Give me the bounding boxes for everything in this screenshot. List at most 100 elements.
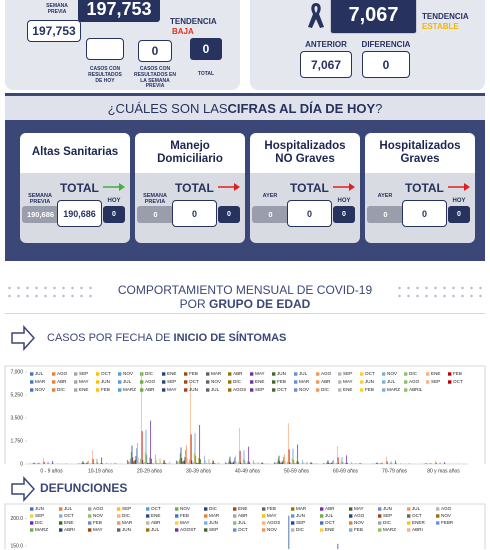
bar [203,462,204,464]
bar [286,463,288,464]
legend-label: AGO [93,506,104,511]
bar [375,463,377,464]
legend-label: NOV [93,513,104,518]
bar [350,462,352,464]
legend-label: AGO [354,513,365,518]
legend-label: JUL [64,506,73,511]
legend-swatch [349,521,353,525]
legend-label: DIC [57,387,66,392]
total-box: 0 [190,38,222,60]
bar [280,462,282,464]
legend-swatch [88,507,92,511]
bar [399,463,401,464]
legend-label: NOV [123,371,134,376]
bar [138,462,140,464]
bar [186,445,187,464]
previous-value: 197,753 [27,20,81,42]
bar [162,463,164,464]
bar [158,463,160,464]
legend-swatch [30,507,34,511]
bar [196,463,198,464]
bar [243,450,245,464]
bar [302,462,304,464]
legend-label: AGOST [180,527,196,532]
legend-label: MARZ [383,527,396,532]
legend-label: JUN [101,379,110,384]
previous-value: 0 [367,206,404,223]
legend-label: JUL [299,371,308,376]
bar [351,463,353,464]
bar [395,460,397,464]
legend-swatch [96,380,100,384]
legend-swatch [320,528,324,532]
arrow-icon [11,476,36,502]
bar [284,461,286,464]
total-value: 190,686 [57,200,102,227]
legend-label: SEP [296,520,305,525]
legend-swatch [117,528,121,532]
total-label: TOTAL [60,181,99,195]
legend-label: DIC [409,371,418,376]
legend-swatch [118,372,122,376]
bar [439,462,441,464]
bar [77,463,79,464]
bar [377,463,379,464]
bar [144,452,146,464]
legend-label: MAY [79,379,89,384]
bar [214,463,215,464]
bar [326,462,327,464]
bar [285,463,287,464]
card-title-box: Altas Sanitarias [20,133,130,173]
bar [37,463,39,464]
legend-label: MARZ [35,527,48,532]
bar [97,462,99,464]
legend-label: MAR [211,371,222,376]
bar [301,459,303,464]
bar [382,462,383,464]
bar [100,463,102,464]
bar [93,463,95,464]
legend-label: MAR [296,506,307,511]
bar [278,455,280,464]
legend-swatch [52,388,56,392]
legend-label: JUN [122,527,131,532]
legend-label: MAY [354,506,364,511]
bar [262,462,264,464]
legend-swatch [175,514,179,518]
bar [196,462,197,464]
bar [328,462,330,464]
legend-label: FEB [453,371,462,376]
legend-label: OCT [238,527,248,532]
legend-label: FEBR [441,520,454,525]
bar [281,462,283,464]
legend-swatch [146,521,150,525]
bar [359,463,361,464]
bar [154,462,155,464]
bar [83,463,85,464]
bar [131,445,133,464]
total-label: TOTAL [175,181,214,195]
legend-swatch [30,514,34,518]
legend-label: AGO [57,371,68,376]
bar [242,463,243,464]
bar [244,460,246,464]
legend-label: AGOS [267,520,280,525]
legend-label: SEP [255,387,264,392]
bar [333,459,334,464]
bar [282,460,284,464]
legend-label: AGO [321,371,332,376]
bar [161,463,162,464]
previous-value: 7,067 [300,51,352,78]
legend-label: FEB [365,387,374,392]
card: Altas Sanitarias TOTAL SEMANA PREVIA 190,68… [20,133,130,243]
legend-swatch [206,388,210,392]
arrow-head [464,183,470,191]
legend-label: MAR [122,520,133,525]
bar [306,461,308,464]
legend-swatch [74,380,78,384]
bar [315,463,317,464]
legend-label: NOV [354,520,365,525]
legend-label: MAY [93,527,103,532]
card-title: Manejo Domiciliario [157,139,223,165]
legend-swatch [184,372,188,376]
